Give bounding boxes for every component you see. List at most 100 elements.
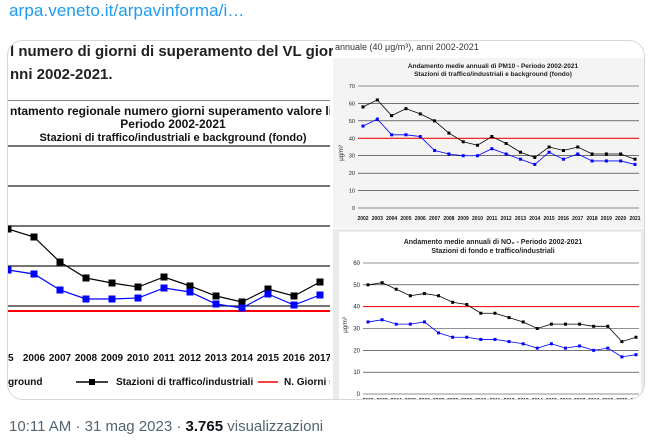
data-point [186,282,194,290]
x-tick-label: 2013 [205,353,228,364]
data-point [578,344,582,348]
x-tick-label: 2011 [490,398,501,399]
data-point [561,157,565,161]
data-point [606,346,610,350]
data-point [490,147,494,151]
x-tick-label: 2016 [560,398,571,399]
data-point [82,274,90,282]
data-point [238,304,246,312]
data-point [366,283,370,287]
data-point [375,98,379,102]
data-point [212,300,220,308]
data-point [533,155,537,159]
data-point [366,320,370,324]
data-point [521,342,525,346]
x-tick-label: 2006 [415,216,426,222]
x-tick-label: 2015 [546,398,557,399]
y-tick-label: 50 [349,119,355,125]
x-tick-label: 2019 [602,398,613,399]
y-tick-label: 10 [353,370,360,376]
left-chart-subtitle2: Stazioni di traffico/industriali e backg… [39,132,306,144]
x-tick-label: 2019 [601,216,612,222]
data-point [290,301,298,309]
x-tick-label: 2008 [443,216,454,222]
x-tick-label: 2004 [386,216,397,222]
x-tick-label: 2007 [429,216,440,222]
y-tick-label: 30 [353,327,360,333]
y-tick-label: 60 [353,261,360,267]
x-tick-label: 2017 [574,398,585,399]
tweet-link[interactable]: arpa.veneto.it/arpavinforma/i… [9,1,245,20]
tweet-time[interactable]: 10:11 AM [9,418,72,435]
data-point [465,335,469,339]
data-point [316,291,324,299]
data-point [563,322,567,326]
y-tick-label: 20 [353,348,360,354]
data-point [561,148,565,152]
series-line [362,99,636,160]
x-tick-label: 2012 [503,398,514,399]
data-point [476,154,480,158]
x-tick-label: 2010 [475,398,486,399]
legend-background: ground [8,377,42,388]
x-tick-label: 2020 [615,216,626,222]
x-tick-label: 2021 [629,216,640,222]
data-point [576,152,580,156]
data-point [390,133,394,137]
x-tick-label: 2004 [391,398,402,399]
meta-separator: · [75,418,81,435]
x-tick-label: 2011 [153,353,175,364]
x-tick-label: 2016 [283,353,306,364]
x-tick-label: 2006 [419,398,430,399]
x-tick-label: 2008 [447,398,458,399]
data-point [604,152,608,156]
tweet-image[interactable]: l numero di giorni di superamento del VL… [7,40,645,400]
data-point [476,143,480,147]
x-tick-label: 2007 [49,353,72,364]
data-point [8,225,12,233]
no2-ylabel: μg/m³ [343,317,349,332]
left-chart: ntamento regionale numero giorni superam… [8,100,397,393]
data-point [633,162,637,166]
pm10-title: Andamento medie annuali di PM10 - Period… [408,63,579,70]
tweet-meta: 10:11 AM · 31 mag 2023 · 3.765 visualizz… [9,418,323,435]
data-point [437,294,441,298]
data-point [437,331,441,335]
x-tick-label: 2007 [433,398,444,399]
data-point [433,119,437,123]
data-point [316,278,324,286]
data-point [108,279,116,287]
left-heading-line1: l numero di giorni di superamento del VL… [10,43,374,60]
no2-subtitle: Stazioni di fondo e traffico/industriali [431,248,554,255]
data-point [619,152,623,156]
x-tick-label: 2012 [501,216,512,222]
data-point [404,133,408,137]
data-point [535,346,539,350]
data-point [56,286,64,294]
data-point [390,114,394,118]
tweet-date[interactable]: 31 mag 2023 [84,418,173,435]
data-point [504,152,508,156]
x-tick-label: 2002 [357,216,368,222]
data-point [533,162,537,166]
data-point [451,300,455,304]
data-point [518,157,522,161]
y-tick-label: 70 [349,84,355,90]
x-tick-label: 2014 [532,398,543,399]
view-label: visualizzazioni [227,418,324,435]
data-point [490,135,494,139]
y-tick-label: 50 [353,283,360,289]
data-point [549,342,553,346]
x-tick-label: 2010 [472,216,483,222]
data-point [408,294,412,298]
series-line [367,319,637,358]
x-tick-label: 2018 [588,398,599,399]
data-point [30,270,38,278]
series-line [367,282,637,343]
left-heading-line2: nni 2002-2021. [10,66,113,83]
x-tick-label: 2010 [127,353,150,364]
data-point [620,355,624,359]
no2-chart-svg: Andamento medie annuali di NO₂ - Periodo… [333,229,644,399]
data-point [160,284,168,292]
y-tick-label: 40 [353,305,360,311]
